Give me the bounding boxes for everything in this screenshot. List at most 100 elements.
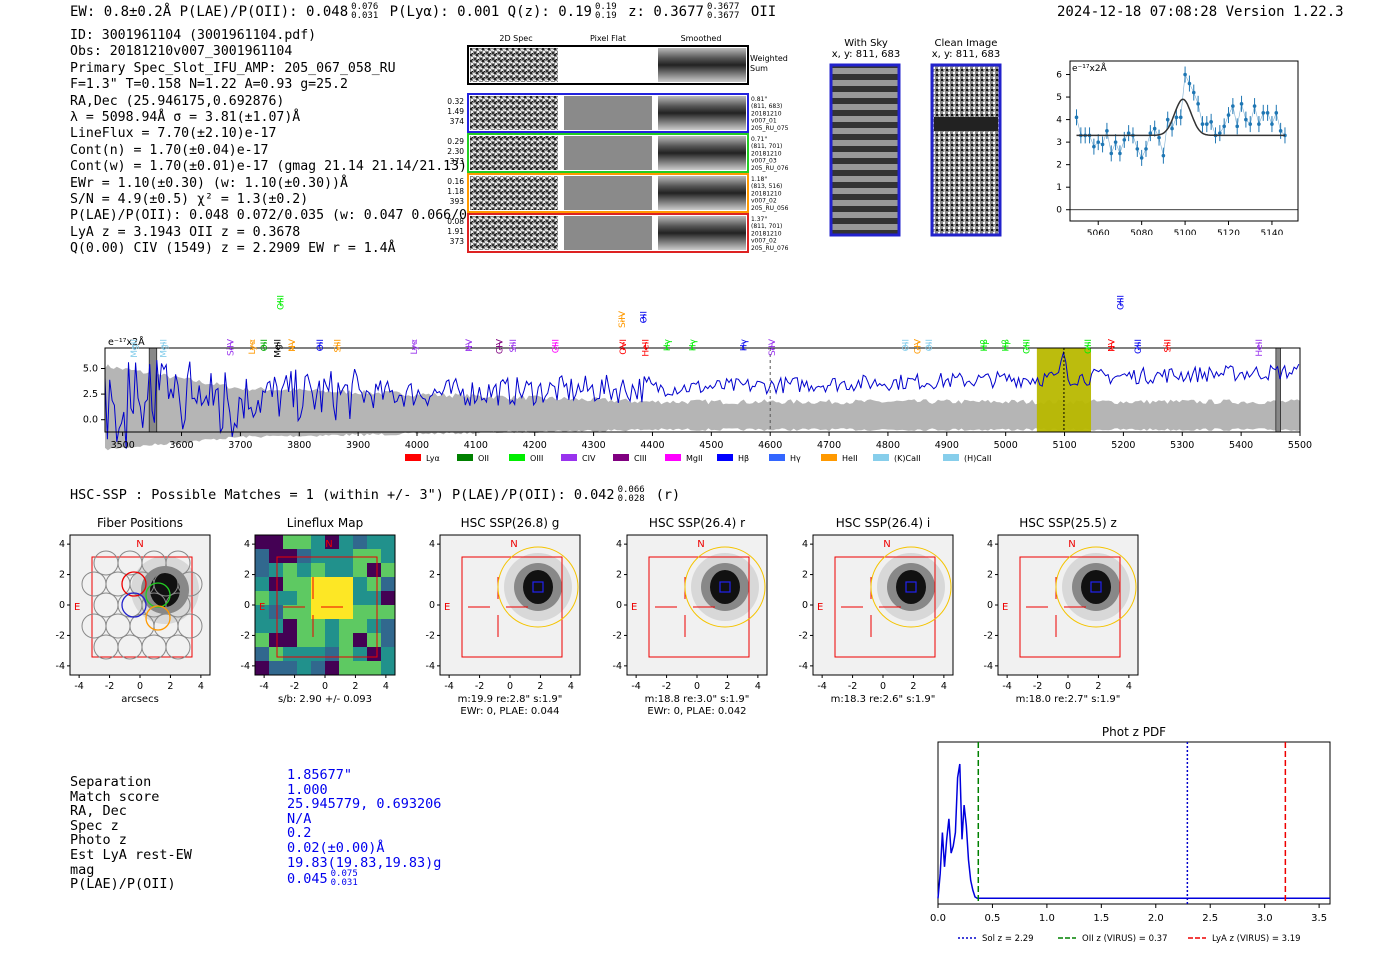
zoom-xtick-label: 5100	[1174, 229, 1197, 235]
match-label-photoz: Photo z	[70, 832, 127, 849]
lineflux-pixel	[339, 549, 353, 563]
lineflux-pixel	[381, 549, 395, 563]
lineflux-pixel	[283, 591, 297, 605]
compass-north: N	[510, 539, 517, 550]
emission-line-tick: {	[1109, 342, 1115, 352]
legend-label: Hγ	[790, 454, 801, 463]
hsc-xtick-label: 2	[910, 681, 916, 692]
lineflux-pixel	[353, 563, 367, 577]
fiber-circle	[177, 571, 203, 597]
hsc-xtick-label: 0	[322, 681, 328, 692]
spectrum-xtick-label: 5400	[1229, 440, 1253, 451]
legend-swatch	[873, 454, 889, 461]
spectrum-xtick-label: 3500	[111, 440, 135, 451]
emission-line-tick: {	[741, 342, 747, 352]
match-circle	[684, 546, 766, 628]
lineflux-pixel	[353, 591, 367, 605]
spectrum-xtick-label: 4100	[464, 440, 488, 451]
fiber-blue	[121, 592, 147, 618]
hsc-panel-title: HSC SSP(25.5) z	[1019, 516, 1117, 530]
pdf-legend-label: LyA z (VIRUS) = 3.19	[1212, 934, 1301, 944]
spectrum-xtick-label: 4600	[758, 440, 782, 451]
lineflux-pixel	[297, 535, 311, 549]
lineflux-pixel	[381, 535, 395, 549]
hsc-ytick-label: -2	[56, 630, 65, 641]
legend-label: Lyα	[426, 454, 440, 463]
galaxy-core	[710, 570, 740, 604]
fiber-circle	[81, 571, 107, 597]
legend-swatch	[665, 454, 681, 461]
cutout-left-value: 1.49	[447, 107, 464, 116]
cutout-left-value: 0.32	[447, 97, 464, 106]
emission-line-label: SiIV	[226, 338, 236, 356]
emission-line-tick: {	[619, 314, 625, 324]
pdf-xtick-label: 2.0	[1148, 913, 1164, 924]
lineflux-pixel	[283, 535, 297, 549]
emission-line-tick: {	[289, 342, 295, 352]
emission-line-tick: {	[228, 342, 234, 352]
compass-east: E	[259, 602, 265, 613]
clean-image	[930, 63, 1002, 237]
galaxy-core	[1081, 570, 1111, 604]
hsc-summary: HSC-SSP : Possible Matches = 1 (within +…	[70, 485, 681, 504]
lineflux-pixel	[311, 647, 325, 661]
zoom-fit-line	[1076, 98, 1285, 137]
hsc-xtick-label: -4	[631, 681, 640, 692]
emission-line-label: OII	[260, 339, 270, 351]
emission-line-label: Hγ	[688, 338, 698, 351]
with-sky-coords: x, y: 811, 683	[831, 49, 901, 60]
hsc-caption-2: EWr: 0, PLAE: 0.044	[460, 706, 559, 717]
lineflux-pixel	[339, 633, 353, 647]
hsc-caption: m:18.8 re:3.0" s:1.9"	[645, 694, 750, 705]
emission-line-tick: {	[160, 342, 166, 352]
with-sky-header: With Sky x, y: 811, 683	[828, 38, 904, 60]
lineflux-pixel	[353, 661, 367, 675]
hsc-panel: HSC SSP(26.4) r N E -4 -4 -2 -2 0 0 2 2 4 4 m:18.8 re…	[613, 516, 768, 717]
info-civ: Q(0.00) CIV (1549) z = 2.2909 EW r = 1.4…	[70, 241, 396, 257]
zoom-ytick-label: 2	[1056, 161, 1062, 171]
lineflux-pixel	[353, 619, 367, 633]
legend-swatch	[405, 454, 421, 461]
hsc-xtick-label: 0	[880, 681, 886, 692]
compass-east: E	[1002, 602, 1008, 613]
lineflux-pixel	[283, 647, 297, 661]
hsc-panel-title: HSC SSP(26.4) i	[836, 516, 931, 530]
hsc-ytick-label: 0	[59, 600, 65, 611]
match-value-score: 1.000	[287, 781, 328, 798]
spectrum-xtick-label: 4200	[523, 440, 547, 451]
fiber-circle	[165, 550, 191, 576]
lineflux-pixel	[325, 563, 339, 577]
match-label-plae: P(LAE)/P(OII)	[70, 876, 176, 893]
hsc-xtick-label: 2	[724, 681, 730, 692]
lineflux-pixel	[353, 633, 367, 647]
emission-line-label: SiII	[509, 339, 519, 353]
lineflux-pixel	[353, 577, 367, 591]
emission-line-tick: {	[914, 342, 920, 352]
hsc-ytick-label: 2	[59, 570, 65, 581]
emission-line-label: OVI	[619, 339, 629, 355]
emission-line-label: OIII	[1116, 295, 1126, 310]
zoom-xtick-label: 5080	[1130, 229, 1153, 235]
datetime-text: 2024-12-18 07:08:28	[1057, 4, 1218, 20]
emission-line-tick: {	[131, 342, 137, 352]
cutout-2dspec	[470, 176, 558, 210]
emission-line-label: OII	[316, 339, 326, 351]
cutout-right-value: 205_RU_076	[751, 245, 789, 252]
lineflux-pixel	[283, 661, 297, 675]
lineflux-pixel	[255, 549, 269, 563]
emission-line-tick: {	[411, 342, 417, 352]
spectrum-line	[104, 350, 1300, 449]
emission-line-label: SiII	[334, 339, 344, 353]
hsc-xtick-label: 2	[167, 681, 173, 692]
spectrum-error-band	[105, 364, 1300, 451]
emission-line-label: SiIV	[768, 338, 778, 356]
fiber-circle	[165, 634, 191, 660]
compass-east: E	[444, 602, 450, 613]
hsc-panel: Fiber Positions N E -4 -4 -2 -2 0 0 2 2 4 4 arcsecs	[56, 516, 211, 705]
emission-line-label: Hβ	[1002, 339, 1012, 352]
weighted-label-1: Weighted	[750, 54, 788, 63]
lineflux-pixel	[311, 563, 325, 577]
emission-line-tick: {	[335, 342, 341, 352]
lineflux-pixel	[297, 549, 311, 563]
emission-line-tick: {	[466, 342, 472, 352]
